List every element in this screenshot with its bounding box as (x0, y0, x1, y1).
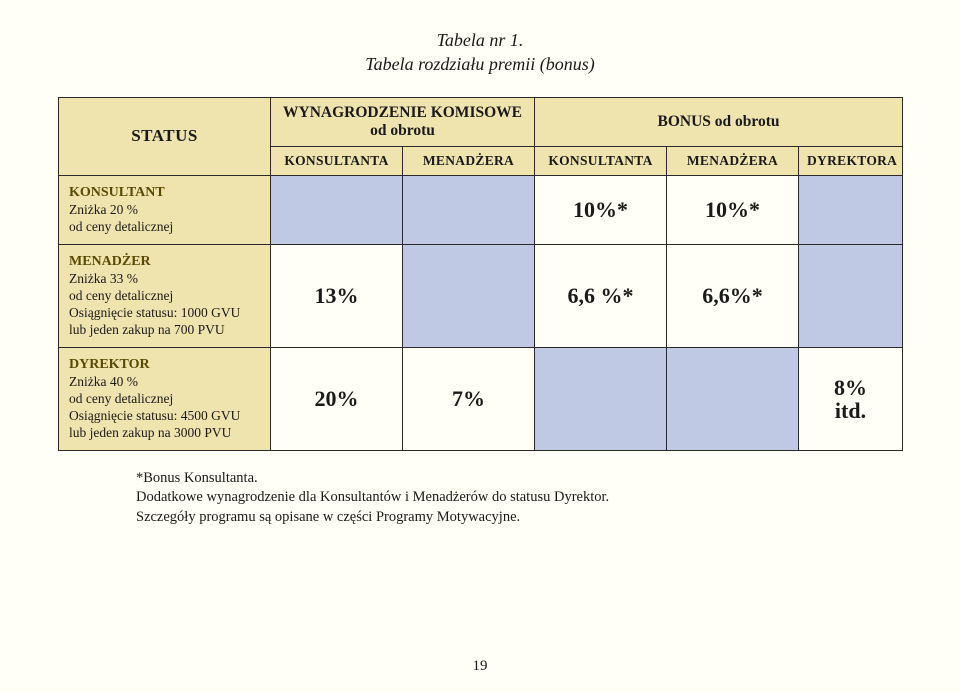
cell-r0-c4 (799, 175, 903, 244)
cell-r1-c2: 6,6 %* (535, 244, 667, 347)
page: Tabela nr 1. Tabela rozdziału premii (bo… (0, 0, 960, 693)
cell-r1-c1 (403, 244, 535, 347)
subheader-0: KONSULTANTA (271, 146, 403, 175)
cell-r1-c3: 6,6%* (667, 244, 799, 347)
desc-line: od ceny detalicznej (69, 219, 260, 236)
row-desc-manager: MENADŻER Zniżka 33 % od ceny detalicznej… (59, 244, 271, 347)
desc-line: od ceny detalicznej (69, 391, 260, 408)
cell-r2-c2 (535, 347, 667, 450)
subheader-3: MENADŻERA (667, 146, 799, 175)
subheader-2: KONSULTANTA (535, 146, 667, 175)
role-label: KONSULTANT (69, 184, 260, 202)
role-label: MENADŻER (69, 253, 260, 271)
title-line2: Tabela rozdziału premii (bonus) (365, 54, 595, 74)
desc-line: Osiągnięcie statusu: 4500 GVU (69, 408, 260, 425)
table-header-row-1: STATUS WYNAGRODZENIE KOMISOWEod obrotu B… (59, 97, 903, 146)
footnote-line3: Szczegóły programu są opisane w części P… (136, 508, 902, 528)
footnote: *Bonus Konsultanta. Dodatkowe wynagrodze… (136, 469, 902, 528)
cell-r2-c0: 20% (271, 347, 403, 450)
desc-line: lub jeden zakup na 3000 PVU (69, 425, 260, 442)
table-row: MENADŻER Zniżka 33 % od ceny detalicznej… (59, 244, 903, 347)
cell-r2-c4: 8%itd. (799, 347, 903, 450)
header-commission: WYNAGRODZENIE KOMISOWEod obrotu (271, 97, 535, 146)
header-commission-text: WYNAGRODZENIE KOMISOWEod obrotu (283, 104, 522, 139)
table-row: KONSULTANT Zniżka 20 % od ceny detaliczn… (59, 175, 903, 244)
subheader-1: MENADŻERA (403, 146, 535, 175)
desc-line: Osiągnięcie statusu: 1000 GVU (69, 305, 260, 322)
desc-line: lub jeden zakup na 700 PVU (69, 322, 260, 339)
cell-r0-c1 (403, 175, 535, 244)
cell-r1-c0: 13% (271, 244, 403, 347)
desc-line: Zniżka 20 % (69, 202, 260, 219)
desc-line: Zniżka 40 % (69, 374, 260, 391)
cell-r0-c3: 10%* (667, 175, 799, 244)
desc-line: Zniżka 33 % (69, 271, 260, 288)
footnote-line1: *Bonus Konsultanta. (136, 469, 902, 489)
bonus-table: STATUS WYNAGRODZENIE KOMISOWEod obrotu B… (58, 97, 903, 451)
cell-r2-c1: 7% (403, 347, 535, 450)
header-bonus: BONUS od obrotu (535, 97, 903, 146)
subheader-4: DYREKTORA (799, 146, 903, 175)
row-desc-director: DYREKTOR Zniżka 40 % od ceny detalicznej… (59, 347, 271, 450)
role-label: DYREKTOR (69, 356, 260, 374)
cell-r1-c4 (799, 244, 903, 347)
desc-line: od ceny detalicznej (69, 288, 260, 305)
page-number: 19 (0, 658, 960, 675)
header-status: STATUS (59, 97, 271, 175)
table-row: DYREKTOR Zniżka 40 % od ceny detalicznej… (59, 347, 903, 450)
footnote-line2: Dodatkowe wynagrodzenie dla Konsultantów… (136, 488, 902, 508)
cell-r0-c2: 10%* (535, 175, 667, 244)
title-line1: Tabela nr 1. (437, 30, 524, 50)
cell-r2-c3 (667, 347, 799, 450)
cell-r0-c0 (271, 175, 403, 244)
row-desc-consultant: KONSULTANT Zniżka 20 % od ceny detaliczn… (59, 175, 271, 244)
table-title: Tabela nr 1. Tabela rozdziału premii (bo… (58, 28, 902, 77)
